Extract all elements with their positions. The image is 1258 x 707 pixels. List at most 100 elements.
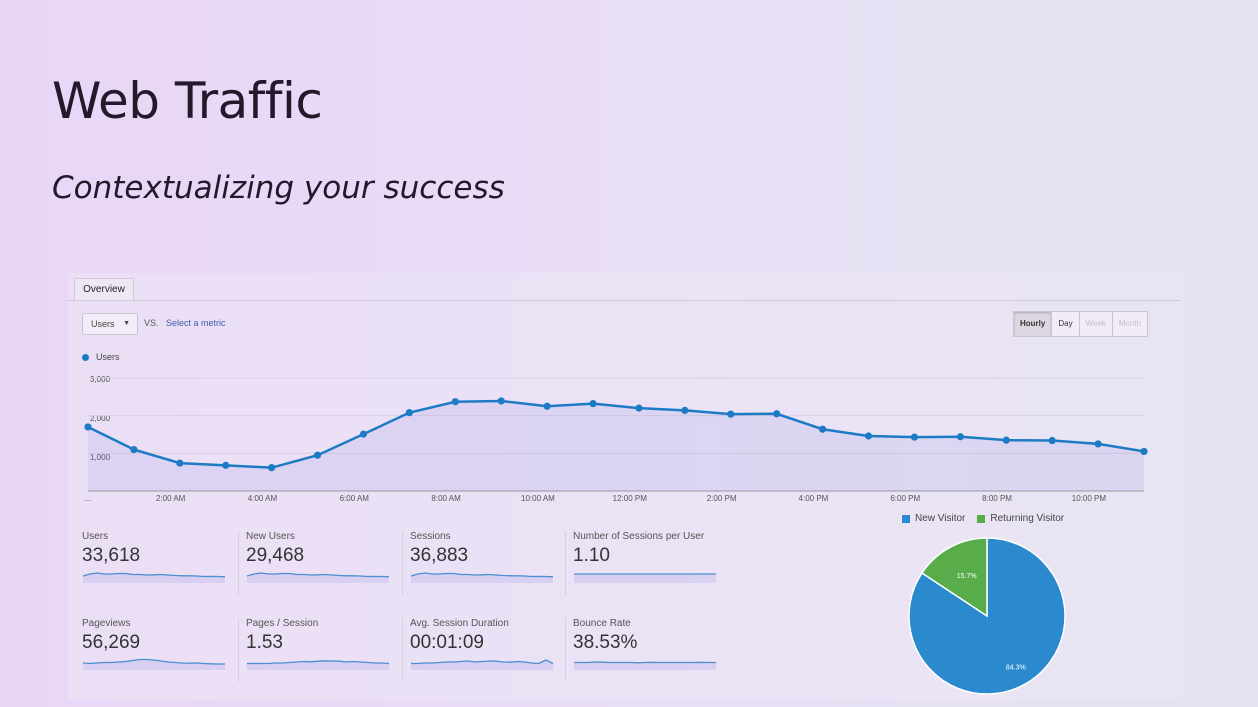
- sparkline-line: [574, 661, 716, 664]
- analytics-panel: Overview Users ▼ VS. Select a metric Hou…: [68, 273, 1182, 700]
- users-data-point: [359, 430, 368, 438]
- scorecard-value: 33,618: [82, 545, 141, 566]
- x-tick-label: 4:00 AM: [247, 494, 278, 503]
- range-day-button[interactable]: Day: [1051, 311, 1080, 337]
- x-tick-label: 2:00 AM: [155, 494, 186, 503]
- sparkline-line: [246, 572, 390, 578]
- sparkline-line: [82, 658, 225, 665]
- legend-swatch-new-visitor: [902, 514, 910, 523]
- scorecard[interactable]: Number of Sessions per User 1.10: [573, 531, 719, 593]
- users-area: [88, 400, 1144, 491]
- scorecard-value: 29,468: [246, 545, 305, 566]
- slide-title: Web Traffic: [52, 72, 323, 130]
- users-data-point: [1140, 447, 1148, 456]
- legend-returning-visitor: Returning Visitor: [977, 513, 1064, 524]
- scorecard-value: 38.53%: [573, 632, 638, 653]
- scorecard-label: Pages / Session: [246, 618, 319, 629]
- sparkline-area: [83, 573, 225, 583]
- sparkline-area: [247, 573, 389, 583]
- visitor-pie-chart: 84.3% 15.7%: [908, 537, 1066, 695]
- x-tick-label: 6:00 AM: [339, 494, 369, 503]
- users-data-point: [589, 400, 597, 408]
- scorecard[interactable]: Pages / Session 1.53: [246, 618, 392, 680]
- users-data-point: [84, 423, 92, 431]
- sparkline: [82, 572, 226, 583]
- users-data-point: [864, 432, 873, 440]
- scorecard[interactable]: Pageviews 56,269: [82, 618, 228, 680]
- sparkline: [574, 661, 716, 670]
- y-tick-label: 1,000: [90, 453, 110, 462]
- scorecard[interactable]: Bounce Rate 38.53%: [573, 618, 719, 680]
- sparkline: [574, 573, 716, 583]
- users-data-point: [1048, 436, 1056, 445]
- sparkline-area: [574, 662, 716, 670]
- scorecard-label: Users: [82, 531, 109, 542]
- slide-subtitle: Contextualizing your success: [52, 170, 505, 206]
- y-tick-label: 2,000: [90, 414, 111, 423]
- sparkline-area: [411, 573, 553, 583]
- users-data-point: [222, 461, 230, 469]
- sparkline: [411, 659, 554, 670]
- users-line-chart: [84, 377, 1148, 492]
- time-range-toggle: Hourly Day Week Month: [1013, 311, 1149, 337]
- scorecard-label: Number of Sessions per User: [573, 531, 705, 542]
- scorecard-divider: [238, 531, 239, 595]
- sparkline: [410, 572, 554, 583]
- range-week-button[interactable]: Week: [1078, 311, 1113, 337]
- pie-slice-label: 84.3%: [1006, 665, 1026, 672]
- users-data-point: [956, 433, 964, 441]
- scorecard-label: Avg. Session Duration: [410, 618, 509, 629]
- users-data-point: [497, 397, 505, 405]
- users-data-point: [727, 410, 735, 418]
- users-data-point: [313, 451, 322, 459]
- scorecard-value: 36,883: [410, 545, 469, 566]
- pie-slice-returning-visitor: [920, 537, 988, 618]
- tab-bar: Overview: [68, 273, 1180, 301]
- x-tick-label: 4:00 PM: [798, 494, 829, 503]
- legend-users-dot: [82, 353, 89, 361]
- sparkline-line: [82, 572, 226, 578]
- scorecard-label: New Users: [246, 531, 295, 542]
- scorecard[interactable]: Sessions 36,883: [410, 531, 556, 593]
- scorecard[interactable]: Avg. Session Duration 00:01:09: [410, 618, 556, 680]
- scorecard-value: 56,269: [82, 632, 141, 653]
- sparkline: [82, 658, 225, 670]
- users-data-point: [773, 410, 781, 418]
- scorecard-divider: [238, 618, 239, 682]
- range-month-button[interactable]: Month: [1111, 311, 1149, 337]
- sparkline-line: [247, 660, 390, 665]
- metric-select-value: Users: [91, 319, 115, 329]
- scorecard-value: 00:01:09: [410, 632, 484, 653]
- x-tick-label: 10:00 PM: [1071, 494, 1107, 503]
- users-line: [87, 399, 1145, 469]
- x-tick-label: 8:00 PM: [982, 494, 1012, 503]
- sparkline-area: [574, 574, 716, 583]
- tab-overview[interactable]: Overview: [74, 278, 134, 300]
- scorecard-label: Pageviews: [82, 618, 131, 629]
- y-tick-label: 3,000: [90, 375, 111, 384]
- metric-select[interactable]: Users ▼: [82, 313, 138, 335]
- scorecard-value: 1.53: [246, 632, 283, 653]
- sparkline: [247, 660, 390, 670]
- scorecard[interactable]: New Users 29,468: [246, 531, 392, 593]
- x-tick-label: 6:00 PM: [890, 494, 921, 503]
- x-tick-label: 8:00 AM: [431, 494, 461, 503]
- users-data-point: [543, 402, 551, 410]
- scorecard[interactable]: Users 33,618: [82, 531, 228, 593]
- users-data-point: [130, 445, 138, 454]
- users-data-point: [268, 464, 276, 472]
- legend-new-visitor-label: New Visitor: [915, 513, 966, 524]
- users-data-point: [635, 404, 643, 412]
- select-metric-link[interactable]: Select a metric: [166, 318, 226, 328]
- scorecard-divider: [402, 618, 403, 682]
- x-tick-label: ...: [84, 494, 92, 503]
- scorecard-label: Sessions: [410, 531, 451, 542]
- users-data-point: [405, 409, 413, 417]
- vs-label: VS.: [144, 318, 159, 328]
- chevron-down-icon: ▼: [123, 320, 130, 327]
- legend-returning-visitor-label: Returning Visitor: [990, 513, 1065, 524]
- pie-slice-label: 15.7%: [957, 573, 977, 580]
- scorecard-divider: [565, 618, 566, 682]
- x-tick-label: 12:00 PM: [612, 494, 647, 503]
- x-tick-label: 10:00 AM: [521, 494, 555, 503]
